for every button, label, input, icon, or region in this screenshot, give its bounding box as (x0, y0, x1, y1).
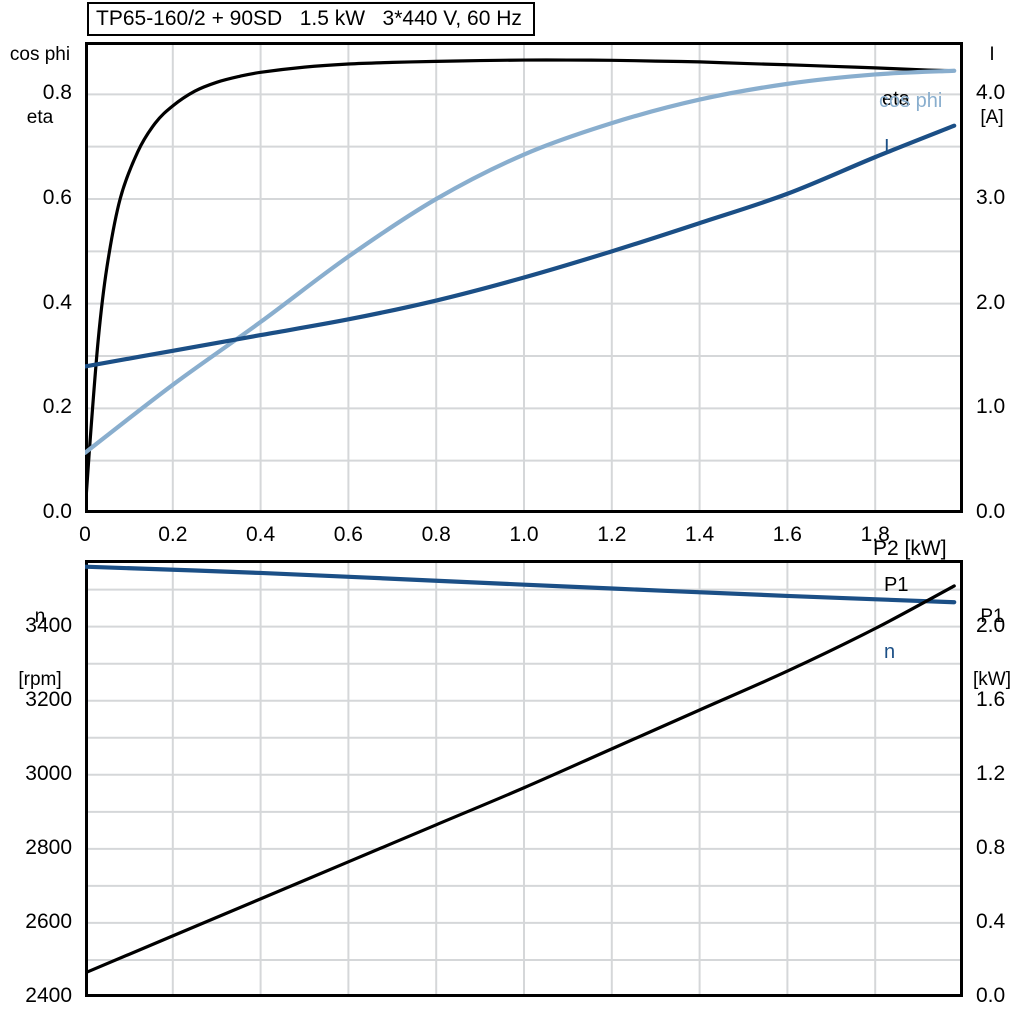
x-axis-tick-label: 1.6 (757, 523, 817, 547)
y-right-tick-label: 0.0 (976, 984, 1005, 1008)
y-left-tick-label: 2600 (0, 910, 72, 934)
y-left-tick-label: 0.6 (0, 186, 72, 210)
x-axis-tick-label: 1.2 (582, 523, 642, 547)
top-plot-svg (85, 42, 963, 513)
x-axis-tick-label: 0.8 (406, 523, 466, 547)
top-plot-area (85, 42, 963, 513)
y-right-tick-label: 2.0 (976, 614, 1005, 638)
bottom-plot-svg (85, 560, 963, 997)
y-left-tick-label: 3400 (0, 614, 72, 638)
top-right-axis-title-line2: [A] (962, 107, 1022, 128)
y-right-tick-label: 4.0 (976, 81, 1005, 105)
curve-label-p1: P1 (884, 574, 908, 597)
top-left-axis-title-line1: cos phi (0, 44, 80, 65)
y-right-tick-label: 3.0 (976, 186, 1005, 210)
x-axis-tick-label: 1.4 (670, 523, 730, 547)
y-left-tick-label: 0.0 (0, 500, 72, 524)
top-left-axis-title-line2: eta (0, 107, 80, 128)
curve-label-cos-phi-text: cos phi (879, 90, 942, 112)
y-left-tick-label: 2400 (0, 984, 72, 1008)
curve-label-current: I (884, 136, 890, 159)
curve-label-p1-text: P1 (884, 574, 908, 596)
y-right-tick-label: 0.4 (976, 910, 1005, 934)
x-axis-tick-label: 0.6 (318, 523, 378, 547)
chart-title-box: TP65-160/2 + 90SD 1.5 kW 3*440 V, 60 Hz (87, 2, 535, 36)
y-left-tick-label: 2800 (0, 836, 72, 860)
curve-label-cos-phi: cos phi (879, 90, 942, 113)
y-right-tick-label: 0.8 (976, 836, 1005, 860)
y-right-tick-label: 1.6 (976, 688, 1005, 712)
y-right-tick-label: 0.0 (976, 500, 1005, 524)
x-axis-tick-label: 0.2 (143, 523, 203, 547)
y-right-tick-label: 1.0 (976, 395, 1005, 419)
bottom-chart-panel: n [rpm] P1 [kW] 240026002800300032003400… (0, 546, 1024, 1024)
pump-performance-chart-page: cos phi eta I [A] TP65-160/2 + 90SD 1.5 … (0, 0, 1024, 1024)
curve-label-speed-text: n (884, 641, 895, 663)
top-right-axis-title-line1: I (962, 44, 1022, 65)
x-axis-tick-label: 0.4 (231, 523, 291, 547)
y-right-tick-label: 1.2 (976, 762, 1005, 786)
curve-label-current-text: I (884, 136, 890, 158)
y-right-tick-label: 2.0 (976, 291, 1005, 315)
top-chart-panel: cos phi eta I [A] TP65-160/2 + 90SD 1.5 … (0, 0, 1024, 546)
chart-title-text: TP65-160/2 + 90SD 1.5 kW 3*440 V, 60 Hz (96, 7, 522, 31)
curve-label-speed: n (884, 641, 895, 664)
y-left-tick-label: 0.4 (0, 291, 72, 315)
bottom-plot-area (85, 560, 963, 997)
x-axis-tick-label: 0 (55, 523, 115, 547)
x-axis-tick-label: 1.0 (494, 523, 554, 547)
y-left-tick-label: 3200 (0, 688, 72, 712)
y-left-tick-label: 3000 (0, 762, 72, 786)
y-left-tick-label: 0.8 (0, 81, 72, 105)
y-left-tick-label: 0.2 (0, 395, 72, 419)
